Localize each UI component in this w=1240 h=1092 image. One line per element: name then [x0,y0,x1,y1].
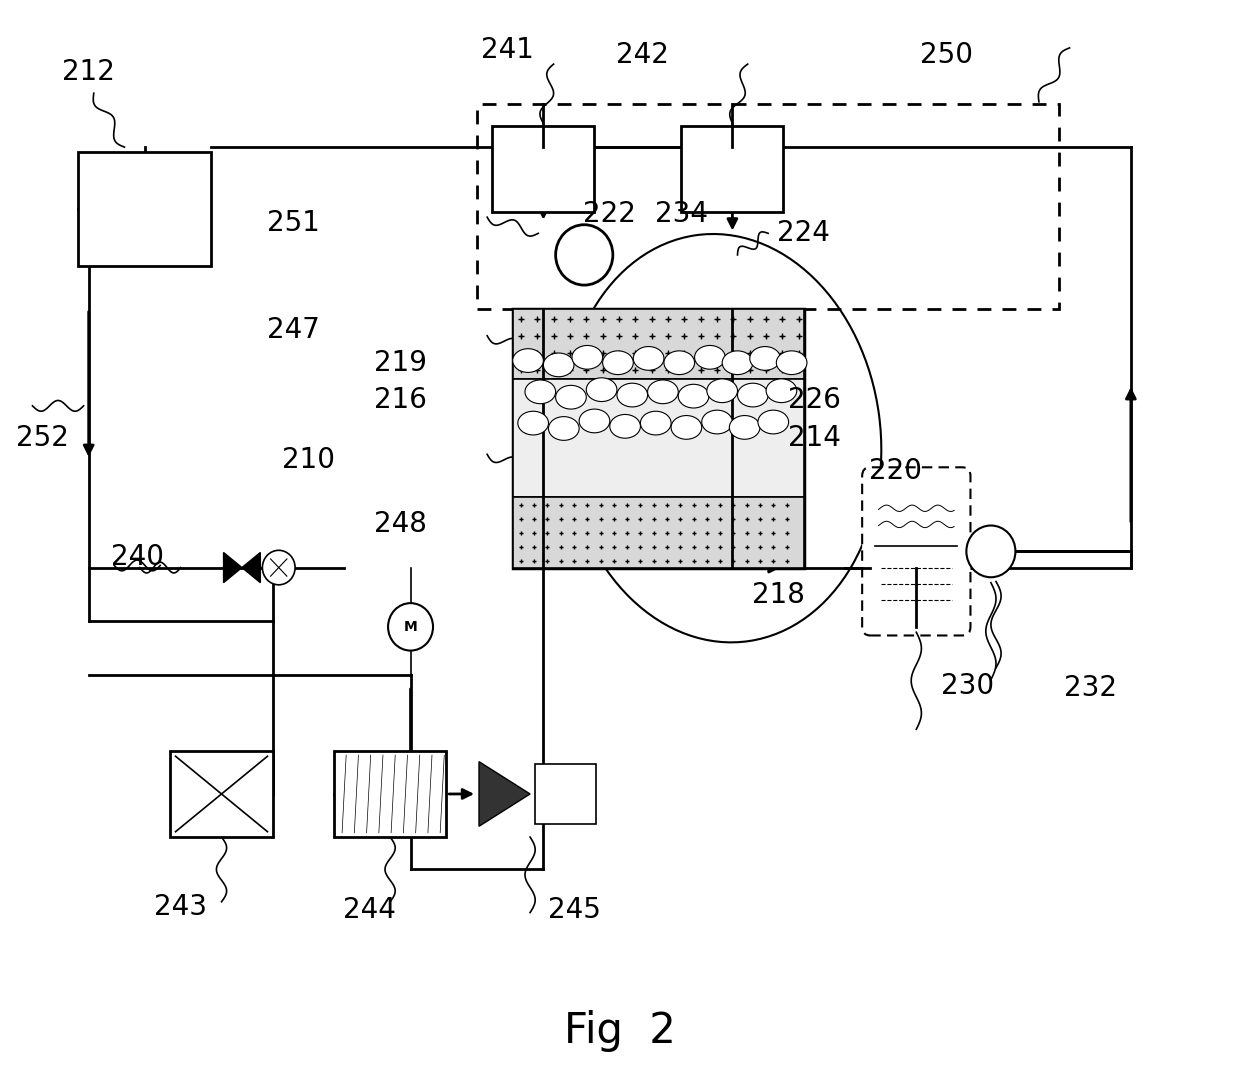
Bar [512,498,804,568]
Ellipse shape [750,346,780,370]
Polygon shape [223,553,242,583]
Bar [78,153,211,265]
Text: 220: 220 [869,456,923,485]
Text: 214: 214 [787,424,841,452]
Bar [477,104,1059,309]
Bar [334,751,446,838]
Bar [512,379,804,498]
Ellipse shape [671,416,702,439]
Bar [681,126,784,212]
Ellipse shape [525,380,556,404]
Ellipse shape [776,351,807,375]
Text: 224: 224 [777,219,831,248]
Ellipse shape [647,380,678,404]
FancyBboxPatch shape [862,467,971,636]
Bar [512,309,804,379]
Text: 230: 230 [941,673,994,700]
Ellipse shape [572,345,603,369]
Ellipse shape [707,379,738,403]
Ellipse shape [610,415,640,438]
Bar [536,763,596,824]
Ellipse shape [758,411,789,434]
Text: 252: 252 [16,424,69,452]
Circle shape [263,550,295,585]
Circle shape [966,525,1016,578]
Polygon shape [479,761,529,827]
Ellipse shape [587,378,618,402]
Ellipse shape [579,410,610,432]
Ellipse shape [518,412,548,435]
Ellipse shape [543,353,574,377]
Text: 244: 244 [343,897,396,925]
Ellipse shape [729,416,760,439]
Bar [512,309,804,568]
Ellipse shape [738,383,768,407]
Text: 210: 210 [281,446,335,474]
Ellipse shape [678,384,709,408]
Ellipse shape [634,346,663,370]
Bar [170,751,273,838]
Text: 240: 240 [112,543,164,571]
Ellipse shape [512,348,543,372]
Bar [492,126,594,212]
Text: 247: 247 [267,317,320,344]
Text: 216: 216 [374,387,427,415]
Text: 219: 219 [373,348,427,377]
Text: 242: 242 [616,41,668,70]
Ellipse shape [766,379,797,403]
Ellipse shape [702,411,733,434]
Text: 222: 222 [583,200,636,228]
Text: 241: 241 [481,36,534,64]
Polygon shape [242,553,260,583]
Text: 245: 245 [548,897,600,925]
Ellipse shape [556,385,587,410]
Circle shape [388,603,433,651]
Text: 250: 250 [920,41,973,70]
Ellipse shape [694,345,725,369]
Ellipse shape [618,383,647,407]
Text: 243: 243 [154,893,207,922]
Ellipse shape [603,351,634,375]
Text: 226: 226 [787,387,841,415]
Text: M: M [404,620,418,633]
Circle shape [556,225,613,285]
Ellipse shape [548,417,579,440]
Ellipse shape [640,412,671,435]
Ellipse shape [663,351,694,375]
Text: 234: 234 [655,200,708,228]
Text: 232: 232 [1064,675,1116,702]
Text: 251: 251 [267,209,320,237]
Text: Fig  2: Fig 2 [564,1010,676,1053]
Ellipse shape [722,351,753,375]
Text: 218: 218 [751,581,805,608]
Text: 248: 248 [374,510,427,538]
Text: 212: 212 [62,58,115,85]
